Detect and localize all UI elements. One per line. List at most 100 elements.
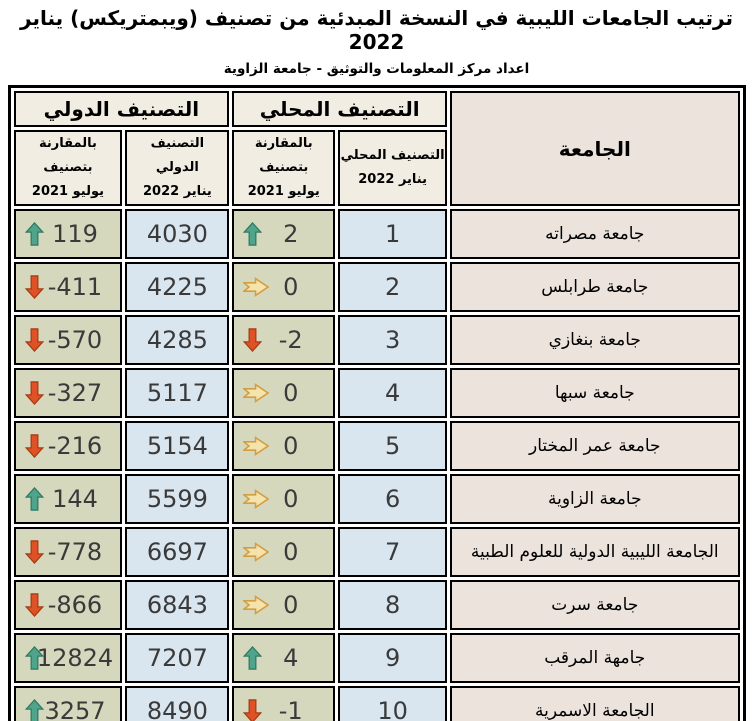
local-change-cell: -2 <box>232 315 336 366</box>
header-intl-rank-line1: التصنيف الدولي <box>150 136 205 176</box>
header-intl-compare: بالمقارنة بتصنيف يوليو 2021 <box>13 130 123 207</box>
header-intl-compare-line2: يوليو 2021 <box>31 184 105 200</box>
university-name: جامعة سرت <box>450 580 740 631</box>
intl-rank-value: 8490 <box>125 686 230 721</box>
intl-change-value: 3257 <box>44 697 106 721</box>
header-intl-compare-line1: بالمقارنة بتصنيف <box>39 136 97 176</box>
university-name: جامعة بنغازي <box>450 315 740 366</box>
local-change-value: 0 <box>283 591 299 620</box>
down-arrow-icon <box>24 328 44 353</box>
local-change-cell: 0 <box>232 262 336 313</box>
up-arrow-icon <box>24 646 44 670</box>
right-arrow-icon <box>243 542 270 562</box>
intl-rank-value: 4030 <box>125 209 230 260</box>
university-rankings-table: الجامعة التصنيف المحلي التصنيف الدولي ال… <box>7 85 746 721</box>
right-arrow-icon <box>243 277 270 297</box>
up-arrow-icon <box>243 646 263 670</box>
intl-rank-value: 4225 <box>125 262 230 313</box>
university-name: جامعة مصراته <box>450 209 740 260</box>
local-rank-value: 8 <box>338 580 448 631</box>
local-rank-value: 7 <box>338 527 448 578</box>
right-arrow-icon <box>243 595 270 615</box>
down-arrow-icon <box>24 381 44 406</box>
local-change-cell: 0 <box>232 580 336 631</box>
table-row: جامعة بنغازي 3 -2 4285 -570 <box>13 315 740 366</box>
page-subtitle: اعداد مركز المعلومات والتوثيق - جامعة ال… <box>223 61 530 77</box>
local-change-value: 4 <box>283 644 299 673</box>
intl-change-cell: 12824 <box>13 633 123 684</box>
local-rank-value: 9 <box>338 633 448 684</box>
intl-change-value: 12824 <box>36 644 114 673</box>
intl-change-cell: -570 <box>13 315 123 366</box>
header-intl-group: التصنيف الدولي <box>13 91 230 127</box>
header-university: الجامعة <box>450 91 740 207</box>
intl-rank-value: 6843 <box>125 580 230 631</box>
intl-change-value: -327 <box>47 379 103 408</box>
table-row: جامهة المرقب 9 4 7207 12824 <box>13 633 740 684</box>
intl-change-cell: -411 <box>13 262 123 313</box>
down-arrow-icon <box>24 593 44 618</box>
intl-change-cell: -216 <box>13 421 123 472</box>
table-row: الجامعة الاسمرية 10 -1 8490 3257 <box>13 686 740 721</box>
intl-rank-value: 5599 <box>125 474 230 525</box>
up-arrow-icon <box>24 222 44 246</box>
table-row: جامعة طرابلس 2 0 4225 -411 <box>13 262 740 313</box>
local-change-value: -2 <box>278 326 303 355</box>
intl-rank-value: 7207 <box>125 633 230 684</box>
table-row: جامعة عمر المختار 5 0 5154 -216 <box>13 421 740 472</box>
local-change-cell: 2 <box>232 209 336 260</box>
header-group-row: الجامعة التصنيف المحلي التصنيف الدولي <box>13 91 740 207</box>
intl-change-value: -411 <box>47 273 103 302</box>
right-arrow-icon <box>243 436 270 456</box>
local-change-value: 0 <box>283 379 299 408</box>
local-change-cell: 0 <box>232 368 336 419</box>
local-rank-value: 3 <box>338 315 448 366</box>
intl-change-value: -778 <box>47 538 103 567</box>
intl-change-value: -570 <box>47 326 103 355</box>
header-local-compare-line1: بالمقارنة بتصنيف <box>254 136 313 176</box>
university-name: جامعة طرابلس <box>450 262 740 313</box>
right-arrow-icon <box>243 489 270 509</box>
local-change-value: 0 <box>283 485 299 514</box>
up-arrow-icon <box>243 222 263 246</box>
right-arrow-icon <box>243 383 270 403</box>
intl-change-value: -866 <box>47 591 103 620</box>
intl-rank-value: 4285 <box>125 315 230 366</box>
university-name: جامعة الزاوية <box>450 474 740 525</box>
intl-rank-value: 5154 <box>125 421 230 472</box>
university-name: جامعة عمر المختار <box>450 421 740 472</box>
intl-change-value: 119 <box>52 220 98 249</box>
local-change-cell: 4 <box>232 633 336 684</box>
down-arrow-icon <box>24 434 44 459</box>
local-change-cell: 0 <box>232 421 336 472</box>
university-name: الجامعة الاسمرية <box>450 686 740 721</box>
local-rank-value: 6 <box>338 474 448 525</box>
header-intl-rank: التصنيف الدولي يناير 2022 <box>125 130 230 207</box>
down-arrow-icon <box>243 328 263 353</box>
intl-change-cell: -866 <box>13 580 123 631</box>
local-change-value: 0 <box>283 538 299 567</box>
intl-change-cell: 119 <box>13 209 123 260</box>
intl-rank-value: 6697 <box>125 527 230 578</box>
local-change-cell: 0 <box>232 527 336 578</box>
local-change-value: -1 <box>278 697 303 721</box>
intl-change-value: 144 <box>52 485 98 514</box>
local-rank-value: 10 <box>338 686 448 721</box>
university-name: الجامعة الليبية الدولية للعلوم الطبية <box>450 527 740 578</box>
intl-rank-value: 5117 <box>125 368 230 419</box>
local-change-value: 0 <box>283 432 299 461</box>
local-change-value: 2 <box>283 220 299 249</box>
table-row: جامعة الزاوية 6 0 5599 144 <box>13 474 740 525</box>
down-arrow-icon <box>24 540 44 565</box>
university-name: جامهة المرقب <box>450 633 740 684</box>
intl-change-cell: -327 <box>13 368 123 419</box>
intl-change-cell: 144 <box>13 474 123 525</box>
local-change-value: 0 <box>283 273 299 302</box>
local-rank-value: 5 <box>338 421 448 472</box>
local-rank-value: 2 <box>338 262 448 313</box>
table-row: جامعة سبها 4 0 5117 -327 <box>13 368 740 419</box>
header-local-group: التصنيف المحلي <box>232 91 448 127</box>
local-change-cell: -1 <box>232 686 336 721</box>
table-row: جامعة مصراته 1 2 4030 119 <box>13 209 740 260</box>
header-local-rank-line1: التصنيف المحلي <box>340 148 445 164</box>
